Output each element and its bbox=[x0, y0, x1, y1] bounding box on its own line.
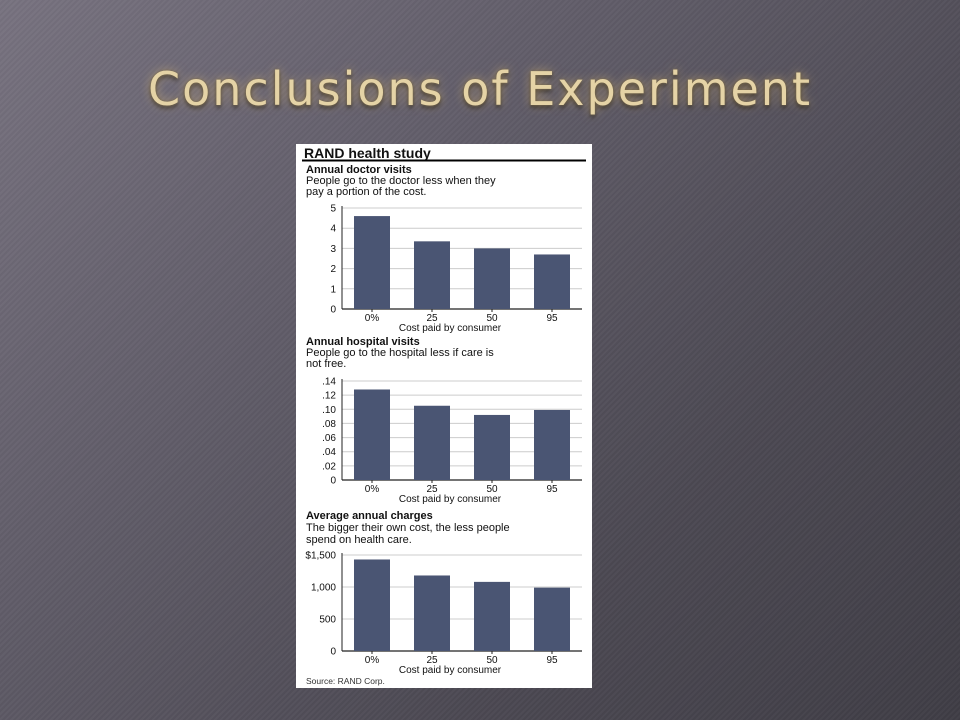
y-tick-label: .02 bbox=[322, 461, 336, 472]
bar-50 bbox=[474, 414, 510, 480]
y-tick-label: .12 bbox=[322, 391, 336, 402]
chart-subtitle-line: not free. bbox=[306, 358, 346, 370]
bar-25 bbox=[414, 241, 450, 309]
x-tick-label: 95 bbox=[546, 313, 558, 324]
x-tick-label: 50 bbox=[486, 655, 498, 666]
slide-title: Conclusions of Experiment bbox=[147, 62, 812, 116]
chart-title: Annual hospital visits bbox=[306, 336, 420, 348]
y-tick-label: 0 bbox=[330, 647, 336, 658]
x-tick-label: 50 bbox=[486, 313, 498, 324]
x-axis-label: Cost paid by consumer bbox=[399, 665, 502, 676]
y-tick-label: .04 bbox=[322, 447, 336, 458]
chart-subtitle-line: pay a portion of the cost. bbox=[306, 186, 426, 198]
chart-subtitle-line: People go to the hospital less if care i… bbox=[306, 347, 494, 359]
x-tick-label: 25 bbox=[426, 655, 438, 666]
chart-subtitle-line: The bigger their own cost, the less peop… bbox=[306, 522, 510, 534]
x-axis-label: Cost paid by consumer bbox=[399, 323, 502, 334]
y-tick-label: 1 bbox=[330, 284, 336, 295]
bar-25 bbox=[414, 575, 450, 651]
figure-heading: RAND health study bbox=[304, 145, 431, 161]
x-tick-label: 0% bbox=[365, 313, 380, 324]
x-axis-label: Cost paid by consumer bbox=[399, 494, 502, 505]
chart-title: Average annual charges bbox=[306, 510, 433, 522]
x-tick-label: 0% bbox=[365, 655, 380, 666]
y-tick-label: 3 bbox=[330, 244, 336, 255]
x-tick-label: 95 bbox=[546, 484, 558, 495]
x-tick-label: 95 bbox=[546, 655, 558, 666]
chart-subtitle-line: spend on health care. bbox=[306, 534, 412, 546]
bar-95 bbox=[534, 587, 570, 651]
x-tick-label: 25 bbox=[426, 313, 438, 324]
x-tick-label: 50 bbox=[486, 484, 498, 495]
y-tick-label: $1,500 bbox=[305, 551, 336, 562]
y-tick-label: .10 bbox=[322, 405, 336, 416]
y-tick-label: 4 bbox=[330, 224, 336, 235]
bar-95 bbox=[534, 409, 570, 480]
bar-25 bbox=[414, 405, 450, 480]
y-tick-label: 0 bbox=[330, 305, 336, 316]
y-tick-label: 5 bbox=[330, 204, 336, 215]
x-tick-label: 25 bbox=[426, 484, 438, 495]
figure-panel: RAND health study Annual doctor visits Pe… bbox=[296, 144, 592, 688]
y-tick-label: .14 bbox=[322, 377, 336, 388]
x-tick-label: 0% bbox=[365, 484, 380, 495]
y-tick-label: 500 bbox=[319, 615, 336, 626]
bar-50 bbox=[474, 581, 510, 651]
y-tick-label: 1,000 bbox=[311, 583, 336, 594]
bar-0pct bbox=[354, 389, 390, 480]
y-tick-label: 2 bbox=[330, 264, 336, 275]
figure-source: Source: RAND Corp. bbox=[306, 676, 385, 686]
bar-0pct bbox=[354, 559, 390, 651]
bar-95 bbox=[534, 254, 570, 309]
bar-0pct bbox=[354, 216, 390, 309]
y-tick-label: .08 bbox=[322, 419, 336, 430]
y-tick-label: 0 bbox=[330, 476, 336, 487]
y-tick-label: .06 bbox=[322, 433, 336, 444]
chart-subtitle-line: People go to the doctor less when they bbox=[306, 175, 496, 187]
bar-50 bbox=[474, 248, 510, 309]
rand-health-chart: RAND health study Annual doctor visitsPe… bbox=[302, 145, 586, 686]
chart-title: Annual doctor visits bbox=[306, 164, 412, 176]
